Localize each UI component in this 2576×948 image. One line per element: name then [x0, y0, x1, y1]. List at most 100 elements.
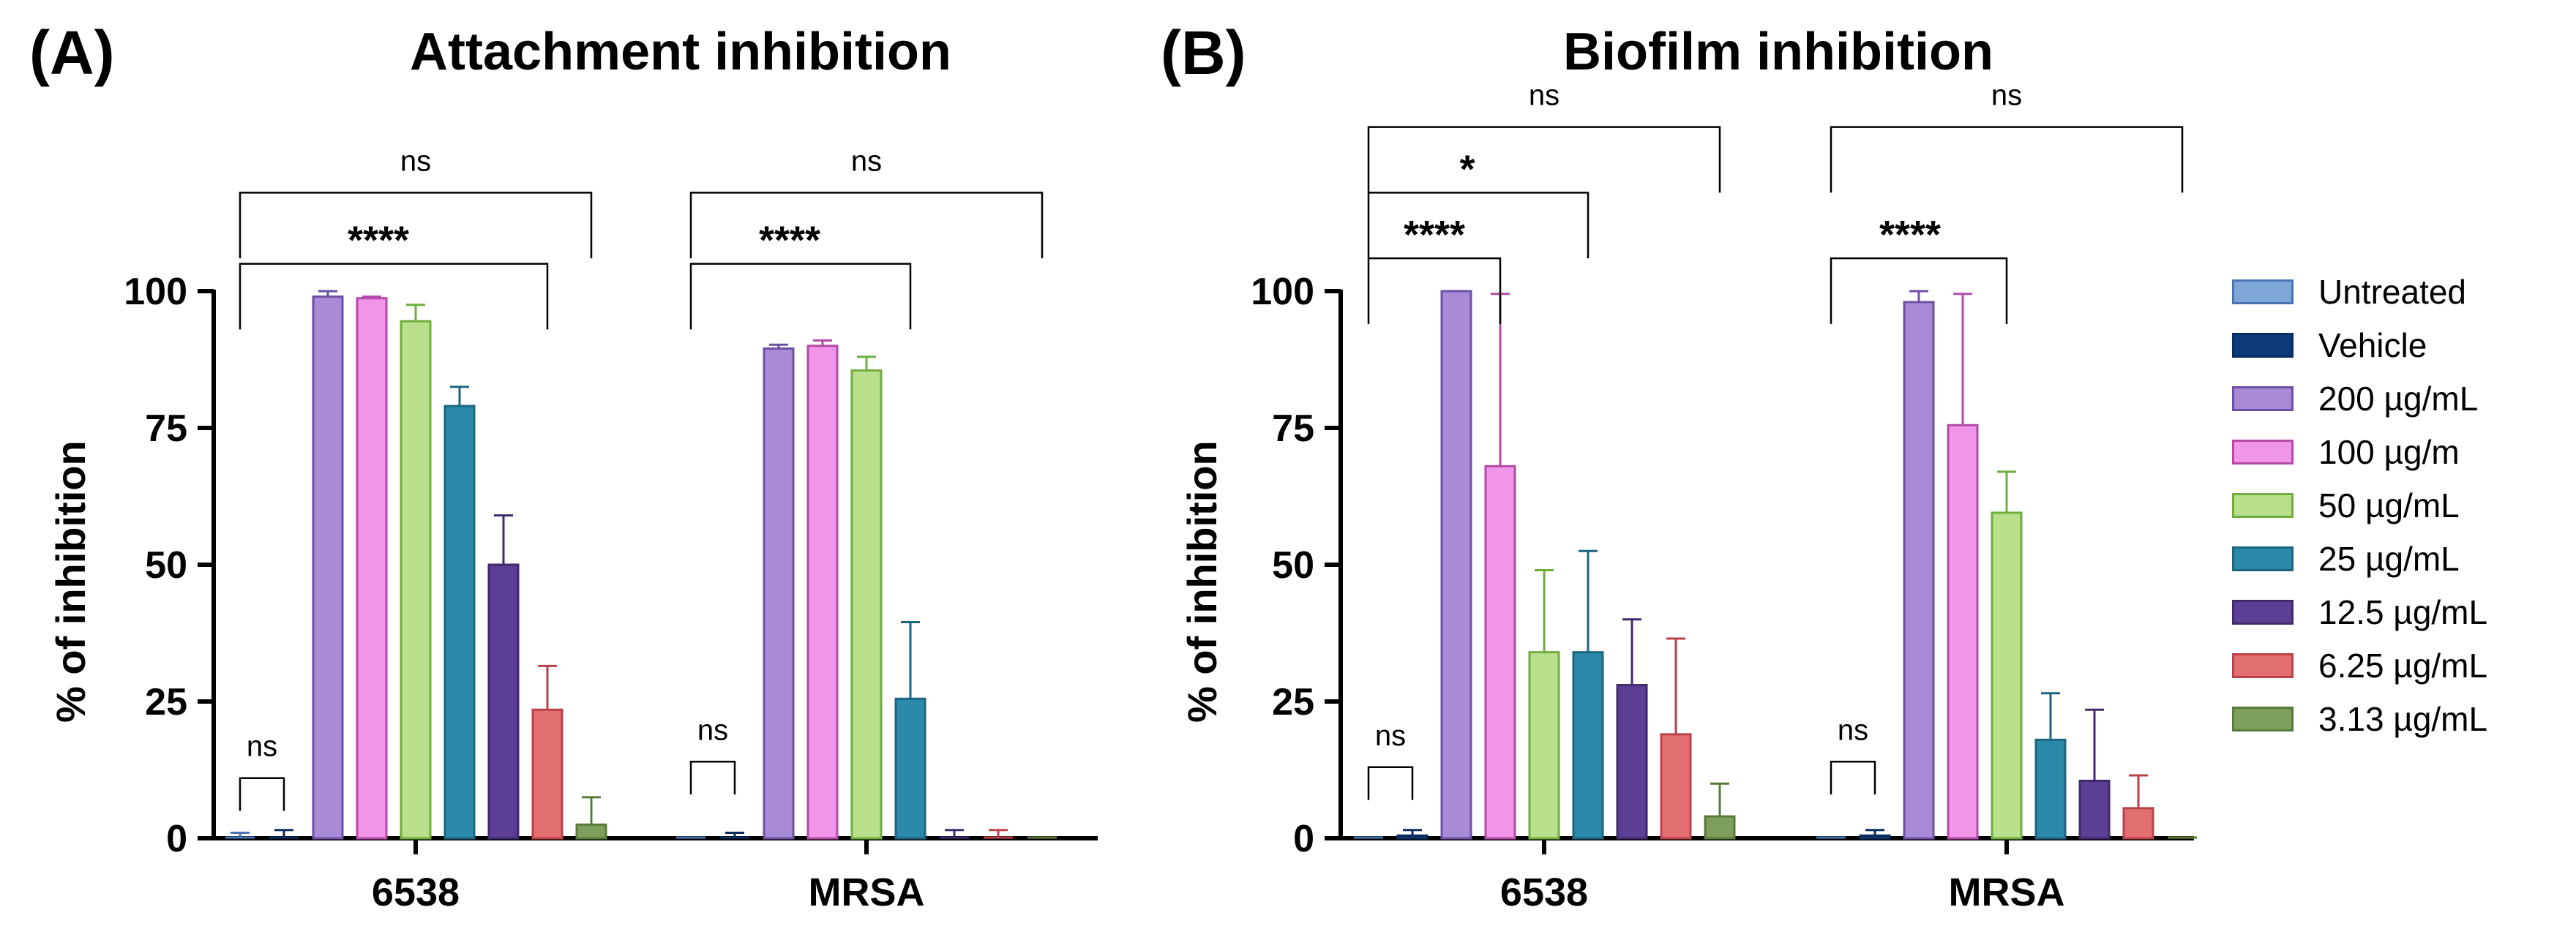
legend-item: Vehicle [2232, 318, 2487, 372]
legend-swatch [2232, 279, 2294, 304]
significance-bracket [1830, 257, 2008, 324]
legend-label: 200 µg/mL [2318, 379, 2479, 418]
significance-label: ns [1991, 80, 2022, 112]
legend-swatch [2232, 492, 2294, 518]
y-tick-label: 75 [1272, 407, 1314, 450]
significance-bracket [1367, 257, 1502, 324]
legend-label: 100 µg/m [2318, 432, 2460, 471]
significance-label: **** [759, 219, 820, 263]
bar [1616, 684, 1648, 840]
bar [2034, 738, 2067, 840]
significance-bracket [1367, 192, 1590, 259]
legend-swatch [2232, 706, 2294, 731]
panel-label-a: (A) [29, 18, 115, 87]
bar [2078, 779, 2111, 840]
legend-item: 25 µg/mL [2232, 532, 2487, 585]
bar [400, 320, 432, 840]
y-tick-label: 100 [124, 271, 187, 313]
legend-label: 25 µg/mL [2318, 539, 2460, 578]
bar [1947, 424, 1979, 840]
y-tick-label: 0 [166, 818, 187, 860]
legend-label: 12.5 µg/mL [2318, 592, 2488, 631]
bar [2122, 807, 2154, 840]
legend-item: 12.5 µg/mL [2232, 585, 2487, 639]
bar [312, 295, 344, 840]
chart-title-a: Attachment inhibition [410, 23, 951, 81]
legend-item: Untreated [2232, 265, 2487, 318]
significance-bracket [1830, 126, 2184, 193]
legend-swatch [2232, 385, 2294, 411]
chart-title-b: Biofilm inhibition [1563, 23, 1993, 81]
y-tick-label: 25 [1272, 681, 1314, 723]
legend-swatch [2232, 439, 2294, 464]
bar [1396, 834, 1429, 840]
significance-label: **** [348, 219, 409, 263]
significance-label: ns [1375, 720, 1406, 752]
bar [487, 563, 520, 840]
legend-swatch [2232, 652, 2294, 678]
legend-swatch [2232, 599, 2294, 625]
x-tick-label: 6538 [372, 870, 460, 914]
bar [1991, 511, 2023, 840]
significance-bracket [689, 192, 1044, 259]
significance-bracket [689, 263, 912, 330]
significance-label: ns [1838, 714, 1868, 746]
bar [850, 369, 883, 840]
legend-item: 6.25 µg/mL [2232, 639, 2487, 692]
legend-swatch [2232, 332, 2294, 358]
bar [1704, 815, 1736, 840]
legend-label: 6.25 µg/mL [2318, 646, 2488, 685]
significance-label: ns [1529, 80, 1560, 112]
significance-bracket [689, 761, 736, 795]
legend-label: Vehicle [2318, 326, 2427, 364]
y-tick-label: 50 [1272, 544, 1314, 587]
significance-bracket [239, 777, 285, 811]
significance-label: * [1459, 147, 1475, 191]
bar [1903, 301, 1935, 840]
significance-label: ns [697, 714, 728, 746]
bar [1484, 464, 1516, 840]
significance-label: **** [1404, 213, 1465, 257]
y-tick-label: 25 [145, 681, 187, 723]
significance-label: ns [400, 145, 431, 177]
y-tick-label: 100 [1251, 271, 1314, 313]
legend-label: 50 µg/mL [2318, 486, 2460, 524]
significance-bracket [239, 192, 593, 259]
legend-item: 50 µg/mL [2232, 478, 2487, 532]
bar [763, 347, 795, 840]
bar [1572, 651, 1604, 840]
legend-label: Untreated [2318, 272, 2467, 311]
significance-label: **** [1879, 213, 1941, 257]
y-tick-label: 0 [1293, 818, 1314, 860]
y-tick-label: 75 [145, 407, 187, 450]
panel-label-b: (B) [1161, 18, 1246, 87]
bar [575, 823, 607, 840]
legend-item: 100 µg/m [2232, 425, 2487, 478]
y-tick-label: 50 [145, 544, 187, 587]
bar [531, 708, 564, 840]
bar [1660, 733, 1692, 840]
bar [806, 345, 839, 840]
x-tick-label: 6538 [1500, 870, 1588, 914]
x-tick-label: MRSA [809, 870, 925, 914]
significance-label: ns [851, 145, 882, 177]
bar [894, 697, 926, 840]
legend-item: 3.13 µg/mL [2232, 692, 2487, 745]
bar [356, 297, 388, 840]
legend: Untreated Vehicle 200 µg/mL 100 µg/m 50 … [2232, 265, 2487, 745]
bar [1440, 290, 1472, 840]
legend-item: 200 µg/mL [2232, 372, 2487, 425]
significance-bracket [1367, 126, 1721, 193]
significance-label: ns [247, 731, 277, 763]
legend-swatch [2232, 546, 2294, 571]
significance-bracket [1367, 766, 1414, 800]
bar [1528, 651, 1560, 840]
bar [1859, 834, 1891, 840]
significance-bracket [239, 263, 549, 330]
legend-label: 3.13 µg/mL [2318, 699, 2488, 738]
significance-bracket [1830, 761, 1876, 795]
chart-a-plot: 0 25 50 75 100 6538 MRSA ns **** ns ns **** ns [124, 145, 1098, 914]
x-tick-label: MRSA [1949, 870, 2065, 914]
